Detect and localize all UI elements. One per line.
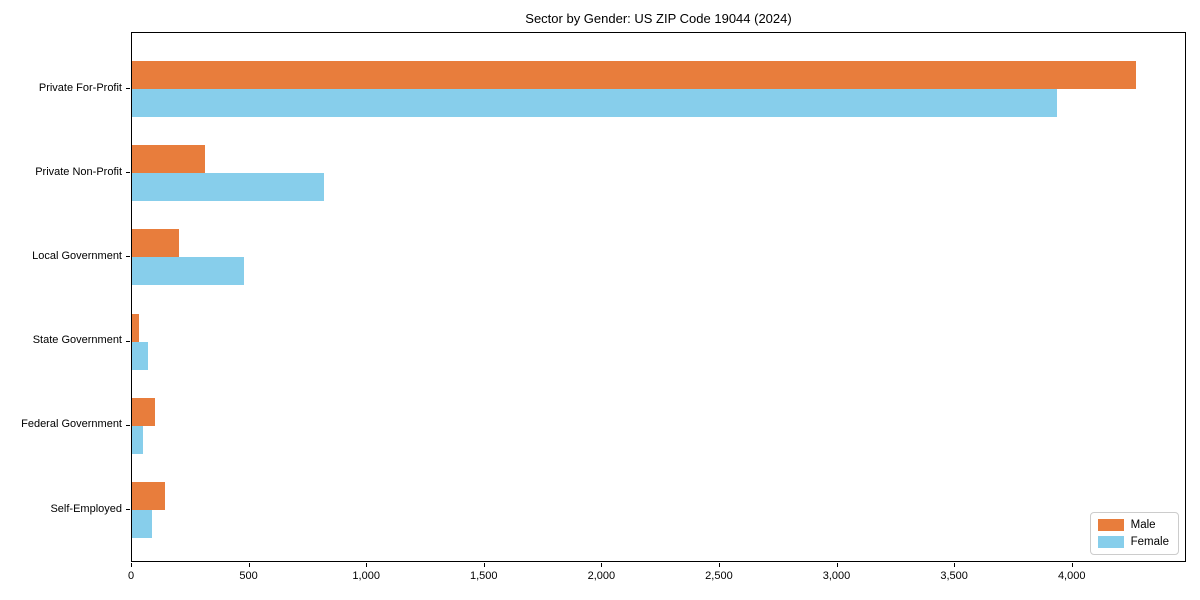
y-tick: [126, 88, 130, 89]
x-tick-label: 3,500: [940, 570, 968, 582]
x-tick-label: 2,000: [587, 570, 616, 582]
y-tick: [126, 340, 130, 342]
bar-female-0: [132, 89, 1058, 117]
bar-female-1: [132, 173, 324, 202]
bar-female-5: [132, 510, 152, 538]
y-tick-label: Private Non-Profit: [35, 165, 122, 178]
legend: Male Female: [1089, 512, 1179, 555]
x-tick: [718, 563, 720, 567]
x-tick-label: 4,000: [1057, 570, 1086, 582]
x-tick: [131, 563, 132, 567]
y-tick-label: Private For-Profit: [38, 81, 122, 94]
bar-male-2: [132, 229, 180, 258]
x-tick: [836, 563, 838, 567]
bar-male-5: [132, 482, 165, 510]
x-tick: [483, 563, 485, 567]
legend-label-female: Female: [1130, 536, 1169, 548]
bar-male-0: [132, 61, 1137, 89]
x-tick: [248, 563, 250, 567]
plot-area: Male Female: [131, 32, 1186, 562]
x-tick: [1071, 563, 1073, 567]
y-tick-label: Federal Government: [21, 418, 122, 431]
bar-female-4: [132, 425, 144, 454]
x-tick-label: 500: [239, 570, 258, 582]
y-tick-label: Local Government: [32, 249, 122, 262]
y-tick: [126, 172, 130, 174]
legend-item-male: Male: [1097, 519, 1169, 531]
bar-male-1: [132, 145, 205, 174]
y-tick: [126, 256, 130, 258]
x-tick: [601, 563, 603, 567]
x-tick-label: 1,500: [469, 570, 498, 582]
y-tick-label: Self-Employed: [50, 502, 122, 515]
bar-female-3: [132, 341, 148, 370]
x-tick-label: 2,500: [705, 570, 733, 582]
bar-male-3: [132, 313, 140, 342]
y-tick: [126, 424, 130, 426]
x-tick-label: 0: [127, 570, 135, 582]
legend-label-male: Male: [1130, 519, 1156, 531]
legend-swatch-female: [1097, 536, 1124, 548]
bar-female-2: [132, 257, 245, 286]
x-tick-label: 1,000: [352, 570, 380, 582]
x-tick: [954, 563, 956, 567]
x-tick-label: 3,000: [822, 570, 851, 582]
x-tick: [366, 563, 368, 567]
bar-male-4: [132, 397, 156, 426]
y-tick: [126, 509, 130, 510]
legend-swatch-male: [1097, 519, 1124, 531]
chart-title: Sector by Gender: US ZIP Code 19044 (202…: [525, 11, 792, 26]
legend-item-female: Female: [1097, 536, 1169, 548]
y-tick-label: State Government: [32, 334, 122, 347]
